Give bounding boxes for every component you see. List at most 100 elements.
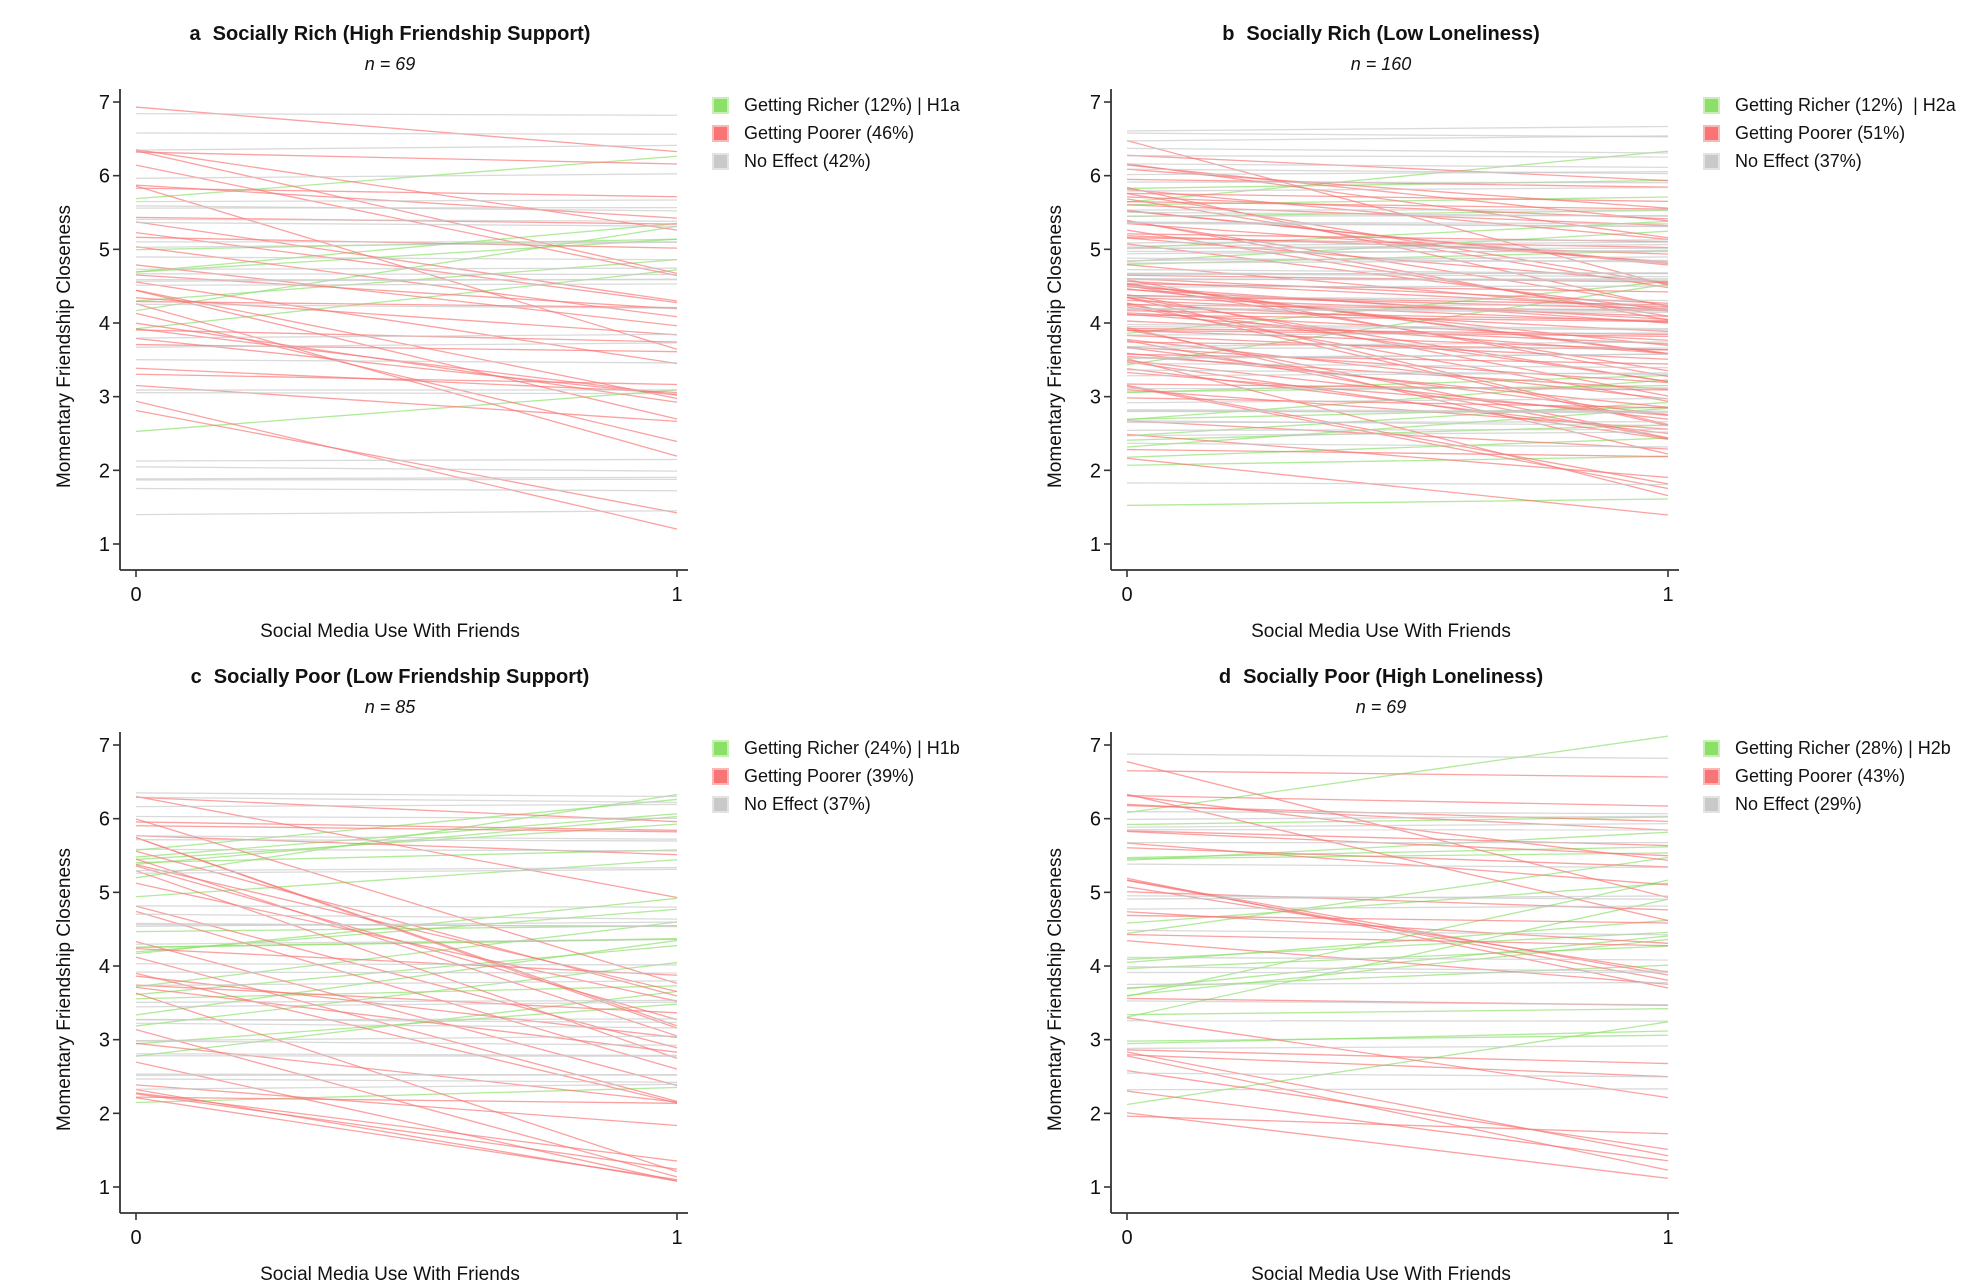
participant-slope-line bbox=[135, 992, 678, 1173]
legend-label: No Effect (37%) bbox=[1735, 150, 1862, 171]
y-tick-label: 7 bbox=[99, 92, 110, 114]
legend-item: No Effect (29%) bbox=[1703, 790, 1951, 818]
x-tick-label: 1 bbox=[1662, 1227, 1673, 1249]
participant-slope-line bbox=[135, 333, 678, 339]
y-tick-label: 4 bbox=[99, 313, 110, 335]
participant-slope-line bbox=[1126, 863, 1669, 869]
participant-slope-line bbox=[1126, 879, 1669, 981]
participant-slope-line bbox=[1126, 268, 1669, 275]
participant-slope-line bbox=[1126, 341, 1669, 348]
y-tick-label: 2 bbox=[1090, 460, 1101, 482]
participant-slope-line bbox=[1126, 830, 1669, 857]
participant-slope-line bbox=[1126, 387, 1669, 390]
panel-letter: a bbox=[189, 23, 201, 45]
participant-slope-line bbox=[135, 267, 678, 270]
participant-slope-line bbox=[1126, 966, 1669, 972]
participant-slope-line bbox=[1126, 409, 1669, 412]
participant-slope-line bbox=[1126, 192, 1669, 203]
participant-slope-line bbox=[135, 818, 678, 985]
participant-slope-line bbox=[1126, 914, 1669, 924]
participant-slope-line bbox=[1126, 1045, 1669, 1050]
participant-slope-line bbox=[135, 796, 678, 804]
participant-slope-line bbox=[1126, 135, 1669, 142]
participant-slope-line bbox=[1126, 842, 1669, 886]
participant-slope-line bbox=[135, 1084, 678, 1127]
participant-slope-line bbox=[1126, 919, 1669, 964]
legend-item: No Effect (37%) bbox=[1703, 147, 1956, 175]
legend-swatch-icon bbox=[712, 795, 729, 813]
x-tick-label: 1 bbox=[1662, 584, 1673, 606]
participant-slope-line bbox=[135, 112, 678, 116]
participant-slope-line bbox=[135, 1092, 678, 1162]
participant-slope-line bbox=[1126, 1008, 1669, 1016]
legend-swatch-icon bbox=[1703, 767, 1720, 785]
participant-slope-line bbox=[1126, 221, 1669, 225]
legend-label: No Effect (37%) bbox=[744, 793, 871, 814]
x-tick-label: 0 bbox=[1121, 1227, 1132, 1249]
participant-slope-line bbox=[135, 910, 678, 1070]
y-tick-label: 4 bbox=[1090, 313, 1101, 335]
y-tick-label: 2 bbox=[99, 1103, 110, 1125]
panel-title: b Socially Rich (Low Loneliness) bbox=[1081, 22, 1681, 46]
legend-swatch-icon bbox=[1703, 795, 1720, 813]
participant-slope-line bbox=[1126, 810, 1669, 815]
participant-slope-line bbox=[135, 289, 678, 420]
spaghetti-plot: 1 2 3 4 5 6 7 0 1 bbox=[1090, 732, 1679, 1249]
participant-slope-line bbox=[135, 185, 678, 350]
participant-slope-line bbox=[1126, 1088, 1669, 1091]
participant-slope-line bbox=[1126, 852, 1669, 860]
participant-slope-line bbox=[1126, 288, 1669, 347]
panel-subtitle: n = 69 bbox=[1355, 697, 1407, 717]
y-tick-label: 5 bbox=[99, 239, 110, 261]
participant-slope-line bbox=[135, 905, 678, 908]
participant-slope-line bbox=[1126, 125, 1669, 132]
participant-slope-line bbox=[1126, 433, 1669, 479]
participant-slope-line bbox=[1126, 424, 1669, 441]
y-tick-label: 1 bbox=[1090, 534, 1101, 556]
participant-slope-line bbox=[135, 409, 678, 514]
x-tick-label: 0 bbox=[1121, 584, 1132, 606]
legend-swatch-icon bbox=[1703, 96, 1720, 114]
legend-label: Getting Richer (12%) | H2a bbox=[1735, 94, 1956, 115]
participant-slope-line bbox=[1126, 204, 1669, 227]
y-tick-label: 4 bbox=[99, 956, 110, 978]
panel-d: d Socially Poor (High Loneliness) n = 69 … bbox=[1031, 659, 1951, 1285]
participant-slope-line bbox=[135, 221, 678, 302]
y-tick-label: 4 bbox=[1090, 956, 1101, 978]
participant-slope-line bbox=[135, 1053, 678, 1057]
participant-slope-line bbox=[1126, 306, 1669, 402]
participant-slope-line bbox=[1126, 815, 1669, 821]
trajectory-lines bbox=[1126, 735, 1669, 1180]
participant-slope-line bbox=[1126, 1072, 1669, 1078]
participant-slope-line bbox=[135, 1073, 678, 1076]
y-tick-label: 3 bbox=[1090, 1030, 1101, 1052]
participant-slope-line bbox=[135, 264, 678, 327]
participant-slope-line bbox=[1126, 385, 1669, 490]
x-axis-label: Social Media Use With Friends bbox=[1251, 1264, 1511, 1285]
participant-slope-line bbox=[1126, 346, 1669, 384]
participant-slope-line bbox=[135, 342, 678, 348]
participant-slope-line bbox=[135, 835, 678, 840]
participant-slope-line bbox=[1126, 355, 1669, 390]
participant-slope-line bbox=[1126, 437, 1669, 458]
participant-slope-line bbox=[135, 218, 678, 222]
participant-slope-line bbox=[1126, 1069, 1669, 1151]
legend: Getting Richer (24%) | H1b Getting Poorer… bbox=[690, 734, 960, 818]
participant-slope-line bbox=[1126, 323, 1669, 330]
panel-c-header: c Socially Poor (Low Friendship Support) … bbox=[90, 665, 690, 718]
y-axis-label: Momentary Friendship Closeness bbox=[1045, 204, 1066, 488]
participant-slope-line bbox=[1126, 285, 1669, 288]
participant-slope-line bbox=[1126, 346, 1669, 416]
participant-slope-line bbox=[1126, 1017, 1669, 1099]
participant-slope-line bbox=[1126, 1000, 1669, 1006]
participant-slope-line bbox=[1126, 310, 1669, 322]
participant-slope-line bbox=[1126, 770, 1669, 778]
trajectory-lines bbox=[1126, 125, 1669, 516]
legend-swatch-icon bbox=[1703, 739, 1720, 757]
participant-slope-line bbox=[135, 999, 678, 1003]
legend-label: Getting Poorer (43%) bbox=[1735, 765, 1906, 786]
panel-c: c Socially Poor (Low Friendship Support) … bbox=[40, 659, 960, 1285]
legend-label: Getting Richer (24%) | H1b bbox=[744, 737, 960, 758]
participant-slope-line bbox=[135, 1018, 678, 1021]
